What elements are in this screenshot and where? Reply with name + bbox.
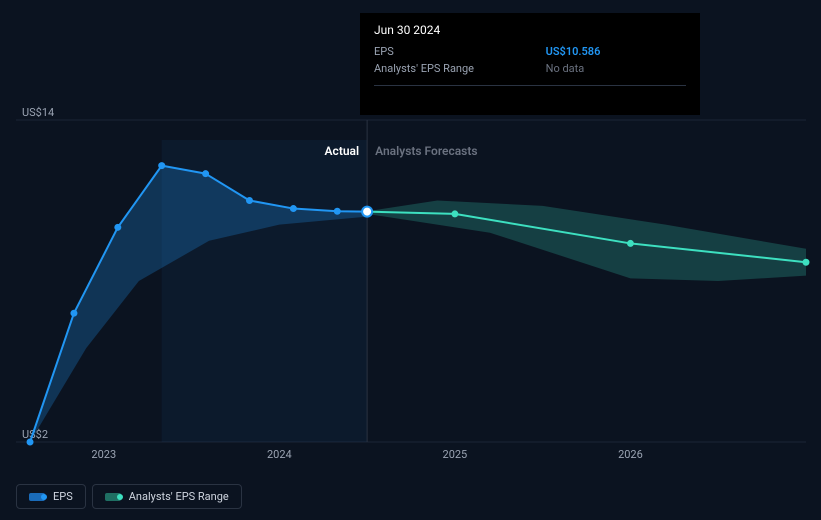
current-eps-marker[interactable] <box>362 207 372 217</box>
tooltip-table: EPSUS$10.586Analysts' EPS RangeNo data <box>374 43 686 77</box>
label-actual: Actual <box>325 144 360 158</box>
eps-marker[interactable] <box>290 205 297 212</box>
eps-marker[interactable] <box>334 208 341 215</box>
legend-item[interactable]: Analysts' EPS Range <box>92 484 242 509</box>
tooltip-divider <box>374 85 686 86</box>
forecast-marker[interactable] <box>803 259 810 266</box>
tooltip-row-value: US$10.586 <box>546 43 686 60</box>
eps-marker[interactable] <box>114 224 121 231</box>
eps-chart: US$14US$2ActualAnalysts Forecasts2023202… <box>0 0 821 520</box>
x-tick-label: 2025 <box>443 448 468 461</box>
tooltip-row: EPSUS$10.586 <box>374 43 686 60</box>
legend-item[interactable]: EPS <box>16 484 86 509</box>
tooltip-row: Analysts' EPS RangeNo data <box>374 60 686 77</box>
forecast-marker[interactable] <box>627 240 634 247</box>
eps-marker[interactable] <box>246 197 253 204</box>
label-forecasts: Analysts Forecasts <box>375 144 477 158</box>
chart-tooltip: Jun 30 2024 EPSUS$10.586Analysts' EPS Ra… <box>360 13 700 115</box>
y-tick-label: US$14 <box>22 106 54 119</box>
eps-marker[interactable] <box>202 170 209 177</box>
legend-label: Analysts' EPS Range <box>129 490 229 503</box>
legend-swatch-icon <box>105 493 121 501</box>
forecast-marker[interactable] <box>451 210 458 217</box>
eps-marker[interactable] <box>27 439 34 446</box>
eps-marker[interactable] <box>158 162 165 169</box>
tooltip-row-label: EPS <box>374 43 546 60</box>
chart-legend: EPS Analysts' EPS Range <box>16 484 242 509</box>
eps-marker[interactable] <box>70 310 77 317</box>
tooltip-row-label: Analysts' EPS Range <box>374 60 546 77</box>
tooltip-row-value: No data <box>546 60 686 77</box>
tooltip-date: Jun 30 2024 <box>374 23 686 37</box>
legend-label: EPS <box>53 490 73 503</box>
x-tick-label: 2023 <box>91 448 116 461</box>
legend-swatch-icon <box>29 493 45 501</box>
x-tick-label: 2024 <box>267 448 292 461</box>
x-tick-label: 2026 <box>618 448 643 461</box>
